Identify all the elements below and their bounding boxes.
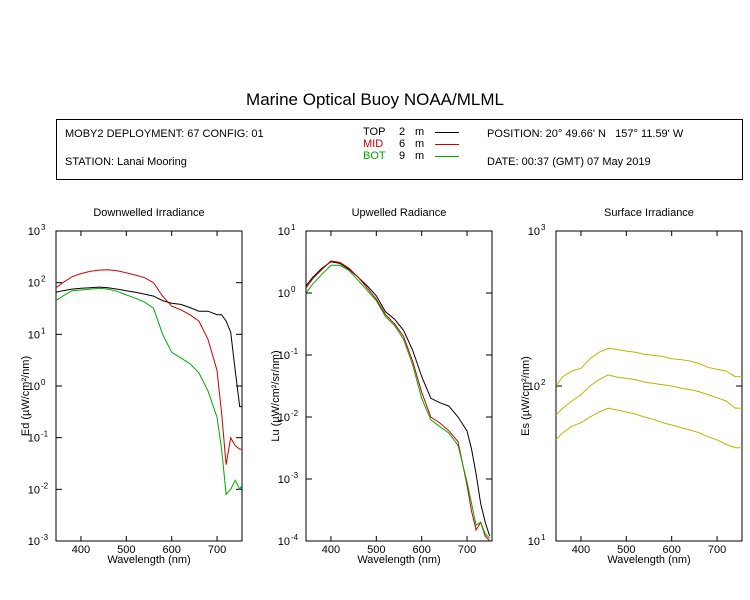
y-tick-label: 10 [278,412,290,424]
y-tick-label: 10 [28,329,40,341]
series-line-mid [56,269,242,465]
x-tick-label: 400 [322,544,340,556]
y-tick-label: 10 [278,474,290,486]
y-tick-exponent: 0 [291,285,296,294]
x-tick-label: 500 [117,544,135,556]
depth-legend-entry-bot: BOT 9 m [363,150,473,162]
x-tick-label: 700 [208,544,226,556]
y-axis-label: Ed (µW/cm²/nm) [20,356,32,436]
y-tick-exponent: 0 [41,378,46,387]
deployment-label: MOBY2 DEPLOYMENT: 67 CONFIG: 01 [65,128,264,140]
y-tick-label: 10 [28,226,40,238]
series-line-bot [306,264,491,539]
y-tick-label: 10 [528,381,540,393]
y-tick-label: 10 [28,484,40,496]
series-group [56,269,242,496]
y-tick-label: 10 [28,278,40,290]
depth-name: TOP [363,126,386,138]
y-tick-exponent: -4 [291,533,299,542]
depth-unit: m [415,126,425,138]
series-line-mid [306,260,491,541]
y-tick-exponent: 2 [41,275,46,284]
y-tick-exponent: 3 [541,223,546,232]
depth-name: BOT [363,150,386,162]
x-tick-label: 500 [367,544,385,556]
series-line-1 [556,347,742,387]
y-tick-exponent: 1 [41,326,46,335]
y-axis-label: Lu (µW/cm²/sr/nm) [270,350,282,441]
depth-value: 9 [399,150,406,162]
y-tick-exponent: -3 [41,533,49,542]
y-tick-exponent: 2 [541,378,546,387]
y-tick-label: 10 [28,433,40,445]
y-tick-exponent: -2 [291,409,299,418]
y-tick-label: 10 [528,536,540,548]
chart-title: Upwelled Radiance [352,207,447,219]
x-tick-label: 500 [617,544,635,556]
position-label: POSITION: 20° 49.66' N 157° 11.59' W [487,128,684,140]
y-tick-exponent: 1 [541,533,546,542]
chart-panel-1: Downwelled Irradiance 400 500 600 700 Wavelen… [20,207,243,566]
chart-title: Downwelled Irradiance [93,207,204,219]
chart-panel-3: Surface Irradiance 400 500 600 700 Wavelength… [520,207,743,566]
series-line-top [56,286,242,408]
y-tick-label: 10 [528,226,540,238]
series-line-2 [556,374,742,416]
y-tick-exponent: -2 [41,481,49,490]
plot-frame [305,230,493,542]
depth-name: MID [363,138,384,150]
x-axis-label: Wavelength (nm) [607,554,690,566]
y-tick-label: 10 [28,536,40,548]
depth-value: 2 [399,126,406,138]
x-axis-label: Wavelength (nm) [357,554,440,566]
y-tick-exponent: -1 [291,347,299,356]
chart-panel-2: Upwelled Radiance 400 500 600 700 Wavelength … [270,207,493,566]
depth-line-swatch [435,144,459,145]
y-tick-exponent: -3 [291,471,299,480]
x-axis-label: Wavelength (nm) [107,554,190,566]
x-tick-label: 700 [708,544,726,556]
depth-legend-entry-top: TOP 2 m [363,126,473,138]
depth-value: 6 [399,138,406,150]
x-tick-label: 600 [163,544,181,556]
y-axis-label: Es (µW/cm²/nm) [520,356,532,436]
y-tick-label: 10 [278,226,290,238]
y-tick-exponent: 1 [291,223,296,232]
series-group [306,260,491,541]
y-tick-label: 10 [278,288,290,300]
station-label: STATION: Lanai Mooring [65,156,187,168]
depth-unit: m [415,138,425,150]
x-tick-label: 600 [663,544,681,556]
series-line-top [306,261,491,537]
y-tick-label: 10 [278,536,290,548]
y-tick-exponent: -1 [41,430,49,439]
x-tick-label: 700 [458,544,476,556]
deployment-info-box: MOBY2 DEPLOYMENT: 67 CONFIG: 01 STATION:… [56,119,743,180]
x-tick-label: 400 [572,544,590,556]
page-title: Marine Optical Buoy NOAA/MLML [246,90,504,109]
depth-unit: m [415,150,425,162]
plot-frame [555,230,743,542]
series-line-bot [56,287,242,496]
y-tick-exponent: 3 [41,223,46,232]
depth-line-swatch [435,132,459,133]
chart-title: Surface Irradiance [604,207,694,219]
series-group [556,347,742,449]
y-tick-label: 10 [28,381,40,393]
series-line-3 [556,407,742,449]
x-tick-label: 600 [413,544,431,556]
y-tick-label: 10 [278,350,290,362]
depth-line-swatch [435,156,459,157]
depth-legend-entry-mid: MID 6 m [363,138,473,150]
date-label: DATE: 00:37 (GMT) 07 May 2019 [487,156,651,168]
x-tick-label: 400 [72,544,90,556]
plot-frame [55,230,243,542]
